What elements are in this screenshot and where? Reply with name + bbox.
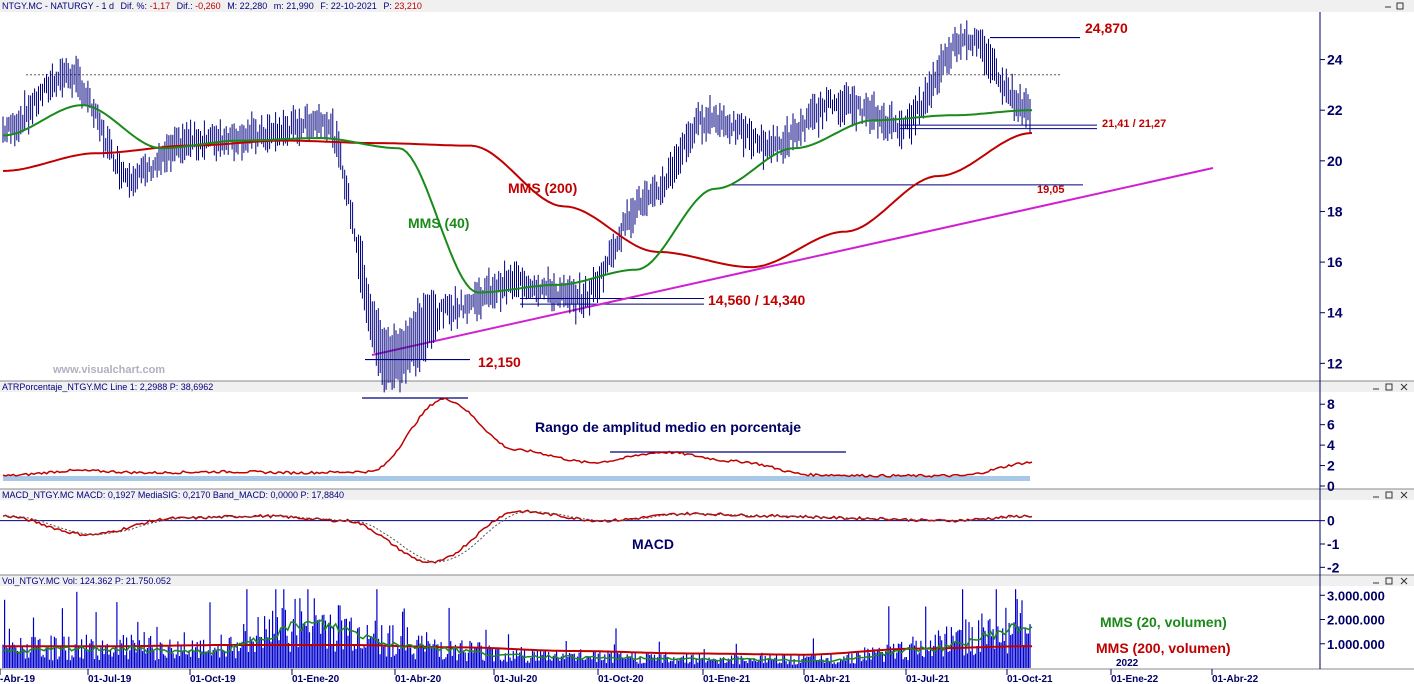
maximize-icon[interactable] (1385, 577, 1393, 585)
x-tick-label: 01-Oct-20 (598, 674, 644, 684)
macd-line (2, 509, 1033, 564)
price-header-bar (0, 0, 1414, 12)
price-tick-label: 18 (1327, 203, 1343, 219)
x-tick-label: 01-Ene-22 (1111, 674, 1159, 684)
macd-title: MACD (632, 536, 674, 552)
max-price-label: 24,870 (1085, 20, 1128, 36)
price-tick-label: 14 (1327, 305, 1343, 321)
macd-panel (0, 509, 1320, 564)
price-tick-label: 16 (1327, 254, 1343, 270)
atr-base-band (3, 476, 1030, 481)
macd-header: MACD_NTGY.MC MACD: 0,1927 MediaSIG: 0,21… (2, 490, 344, 500)
price-header: NTGY.MC - NATURGY - 1 d Dif. %: -1,17 Di… (2, 1, 422, 11)
mms200-label: MMS (200) (508, 180, 577, 196)
macd-tick-label: 0 (1327, 513, 1335, 529)
atr-tick-label: 0 (1327, 478, 1335, 494)
x-tick-label: 01-Jul-19 (88, 674, 132, 684)
x-tick-label: 01-Ene-20 (292, 674, 340, 684)
atr-tick-label: 2 (1327, 458, 1335, 474)
low-price-label: 12,150 (478, 354, 521, 370)
atr-tick-label: 6 (1327, 417, 1335, 433)
axes: 12141618202224024680-1-21.000.0002.000.0… (0, 52, 1385, 684)
price-tick-label: 12 (1327, 355, 1343, 371)
watermark: www.visualchart.com (52, 364, 165, 376)
atr-panel-controls[interactable] (1373, 383, 1408, 391)
atr-line (2, 397, 1033, 478)
maximize-icon[interactable] (1385, 491, 1393, 499)
year-2022-label: 2022 (1116, 658, 1139, 669)
atr-title: Rango de amplitud medio en porcentaje (535, 419, 801, 435)
x-tick-label: 01-Oct-19 (190, 674, 236, 684)
maximize-icon[interactable] (1396, 2, 1404, 10)
vol-mms200-label: MMS (200, volumen) (1096, 640, 1231, 656)
support-b-label: 19,05 (1037, 184, 1065, 196)
maximize-icon[interactable] (1385, 383, 1393, 391)
trend-line (371, 167, 1214, 356)
volume-panel (2, 589, 1033, 668)
support-c-label: 14,560 / 14,340 (708, 292, 806, 308)
volume-tick-label: 1.000.000 (1327, 637, 1385, 652)
x-tick-label: 01-Abr-22 (1212, 674, 1259, 684)
close-icon[interactable] (1400, 383, 1408, 391)
vol-header-bar (0, 575, 1414, 586)
x-tick-label: 01-Abr-20 (395, 674, 442, 684)
x-tick-label: 01-Abr-21 (804, 674, 851, 684)
price-panel-controls[interactable] (1385, 2, 1404, 10)
macd-tick-label: -1 (1327, 536, 1340, 552)
atr-panel (2, 397, 1033, 481)
vol-header: Vol_NTGY.MC Vol: 124.362 P: 21.750.052 (2, 576, 171, 586)
price-bars (2, 20, 1031, 393)
vol-mms200-line (3, 644, 1032, 656)
volume-tick-label: 2.000.000 (1327, 613, 1385, 628)
x-tick-label: 01-Ene-21 (703, 674, 751, 684)
mms200-line (2, 132, 1033, 269)
x-tick-label: 01-Jul-20 (494, 674, 538, 684)
vol-mms20-line (2, 618, 1033, 663)
mms40-label: MMS (40) (408, 215, 469, 231)
atr-tick-label: 4 (1327, 437, 1335, 453)
price-tick-label: 24 (1327, 52, 1343, 68)
price-tick-label: 20 (1327, 153, 1343, 169)
volume-bars (2, 589, 1031, 668)
vol-panel-controls[interactable] (1373, 577, 1408, 585)
vol-mms20-label: MMS (20, volumen) (1100, 614, 1227, 630)
x-tick-label: -Abr-19 (0, 674, 35, 684)
price-panel (2, 20, 1214, 393)
macd-header-bar (0, 489, 1414, 500)
x-tick-label: 01-Jul-21 (906, 674, 950, 684)
support-a-label: 21,41 / 21,27 (1102, 118, 1166, 130)
close-icon[interactable] (1400, 577, 1408, 585)
close-icon[interactable] (1400, 491, 1408, 499)
mms40-line (2, 104, 1032, 294)
atr-header-bar (0, 381, 1414, 392)
macd-panel-controls[interactable] (1373, 491, 1408, 499)
atr-header: ATRPorcentaje_NTGY.MC Line 1: 2,2988 P: … (2, 382, 213, 392)
macd-tick-label: -2 (1327, 559, 1340, 575)
atr-tick-label: 8 (1327, 396, 1335, 412)
macd-signal-line (2, 511, 1033, 563)
x-tick-label: 01-Oct-21 (1007, 674, 1053, 684)
volume-tick-label: 3.000.000 (1327, 588, 1385, 603)
price-tick-label: 22 (1327, 102, 1343, 118)
